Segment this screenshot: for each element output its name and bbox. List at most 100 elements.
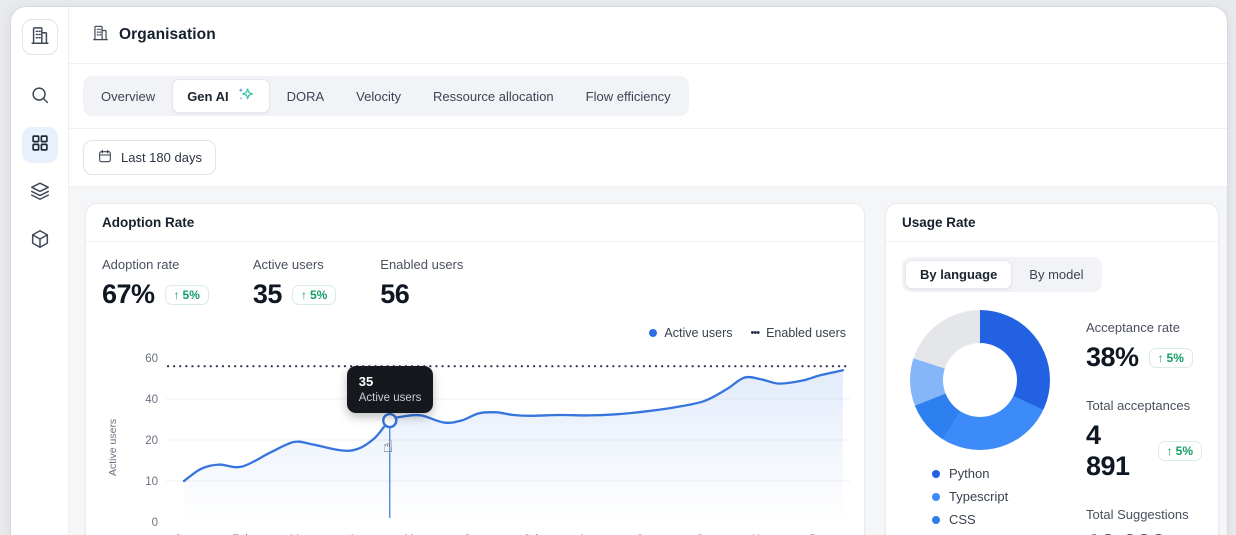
- tab-by-model[interactable]: By model: [1014, 260, 1098, 289]
- metric-value: 56: [380, 279, 410, 309]
- metric-label: Enabled users: [380, 257, 464, 272]
- donut-chart[interactable]: [910, 310, 1050, 450]
- layers-icon: [29, 180, 51, 207]
- usage-tab-group: By language By model: [902, 257, 1102, 292]
- search-icon: [29, 84, 51, 111]
- legend-label: Active users: [664, 326, 733, 340]
- tab-group: Overview Gen AI DORA Velocity Ressource …: [83, 76, 689, 116]
- delta-value: 5%: [182, 287, 200, 302]
- filter-row: Last 180 days: [69, 129, 1227, 187]
- legend-label: Typescript: [949, 489, 1009, 504]
- delta-value: 5%: [309, 287, 328, 302]
- arrow-up-icon: ↑: [300, 287, 307, 302]
- chart-tooltip: 35 Active users: [346, 365, 434, 413]
- delta-value: 5%: [1166, 350, 1184, 365]
- metric-adoption-rate: Adoption rate 67% ↑ 5%: [102, 257, 209, 310]
- metric-label: Acceptance rate: [1086, 320, 1180, 335]
- sidebar-item-dashboard[interactable]: [21, 127, 58, 163]
- tab-label: Velocity: [356, 88, 401, 104]
- svg-text:60: 60: [145, 353, 158, 365]
- sidebar-item-organisation[interactable]: [21, 19, 58, 55]
- tab-ressource-allocation[interactable]: Ressource allocation: [418, 82, 569, 111]
- legend-css[interactable]: CSS: [932, 512, 1070, 527]
- legend-python[interactable]: Python: [932, 466, 1070, 481]
- tooltip-label: Active users: [358, 391, 422, 404]
- metric-total-acceptances: Total acceptances 4 891 ↑ 5%: [1086, 398, 1202, 482]
- page-title: Organisation: [119, 26, 216, 43]
- delta-badge: ↑ 5%: [164, 284, 209, 305]
- metric-value: 4 891: [1086, 420, 1130, 481]
- sidebar-item-packages[interactable]: [22, 223, 58, 259]
- metric-value: 35: [252, 279, 283, 309]
- metric-label: Active users: [252, 257, 324, 272]
- arrow-up-icon: ↑: [1166, 444, 1173, 458]
- app-window: Organisation Overview Gen AI DORA Vel: [10, 6, 1228, 535]
- tab-label: By model: [1029, 267, 1084, 282]
- legend-active-users[interactable]: Active users: [649, 326, 733, 340]
- tooltip-value: 35: [358, 373, 374, 389]
- tab-label: Flow efficiency: [585, 88, 671, 104]
- svg-text:Active users: Active users: [107, 419, 119, 476]
- usage-card-title: Usage Rate: [886, 204, 1218, 242]
- sidebar-item-layers[interactable]: [22, 175, 58, 211]
- tab-label: Gen AI: [187, 88, 229, 104]
- legend-label: Enabled users: [766, 326, 846, 340]
- dot-icon: [932, 469, 940, 478]
- building-icon: [91, 23, 110, 47]
- tab-overview[interactable]: Overview: [86, 82, 170, 111]
- delta-badge: ↑ 5%: [291, 284, 337, 305]
- hand-cursor-icon: ☝: [382, 436, 394, 457]
- metric-label: Total Suggestions: [1086, 507, 1189, 522]
- svg-text:0: 0: [152, 517, 158, 529]
- sparkle-icon: [236, 86, 255, 106]
- dot-icon: [932, 515, 940, 524]
- metric-label: Total acceptances: [1086, 398, 1191, 413]
- tab-dora[interactable]: DORA: [272, 82, 340, 111]
- legend-typescript[interactable]: Typescript: [932, 489, 1070, 504]
- legend-label: Python: [949, 466, 990, 481]
- metric-value: 67%: [102, 279, 155, 309]
- tab-velocity[interactable]: Velocity: [341, 82, 416, 111]
- svg-text:10: 10: [145, 476, 158, 488]
- legend-label: CSS: [949, 512, 976, 527]
- arrow-up-icon: ↑: [1157, 350, 1164, 365]
- adoption-metrics: Adoption rate 67% ↑ 5% Active users 35 ↑ 5…: [102, 257, 848, 310]
- dotted-line-icon: •••: [750, 327, 761, 339]
- metric-acceptance-rate: Acceptance rate 38% ↑ 5%: [1086, 320, 1202, 373]
- date-range-label: Last 180 days: [121, 150, 202, 165]
- dot-icon: [932, 492, 940, 501]
- adoption-rate-card: Adoption Rate Adoption rate 67% ↑ 5% Acti…: [85, 203, 865, 535]
- tab-flow-efficiency[interactable]: Flow efficiency: [571, 82, 686, 111]
- cube-icon: [29, 228, 51, 255]
- main-panel: Organisation Overview Gen AI DORA Vel: [69, 7, 1227, 535]
- date-range-button[interactable]: Last 180 days: [83, 140, 216, 175]
- metric-active-users: Active users 35 ↑ 5%: [252, 257, 337, 310]
- tab-label: DORA: [286, 88, 325, 104]
- metric-total-suggestions: Total Suggestions 12 683: [1086, 507, 1202, 535]
- building-icon: [29, 24, 51, 51]
- grid-icon: [29, 132, 51, 159]
- line-chart-legend: Active users ••• Enabled users: [102, 326, 846, 340]
- legend-enabled-users[interactable]: ••• Enabled users: [751, 326, 846, 340]
- tab-by-language[interactable]: By language: [905, 260, 1013, 289]
- tab-gen-ai[interactable]: Gen AI: [172, 79, 270, 113]
- metric-value: 12 683: [1086, 529, 1166, 535]
- blue-dot-icon: [649, 329, 658, 337]
- svg-text:20: 20: [145, 435, 158, 447]
- tab-label: Ressource allocation: [432, 88, 554, 104]
- adoption-card-title: Adoption Rate: [86, 204, 864, 242]
- donut-legend: Python Typescript CSS Javascript Others: [932, 466, 1070, 535]
- tab-label: Overview: [101, 88, 156, 104]
- usage-rate-card: Usage Rate By language By model Python T…: [885, 203, 1219, 535]
- delta-badge: ↑ 5%: [1148, 347, 1193, 368]
- metric-value: 38%: [1086, 342, 1139, 372]
- sidebar-item-search[interactable]: [22, 79, 58, 115]
- arrow-up-icon: ↑: [173, 287, 180, 302]
- delta-value: 5%: [1175, 444, 1193, 458]
- tabs-row: Overview Gen AI DORA Velocity Ressource …: [69, 64, 1227, 129]
- svg-text:40: 40: [145, 394, 158, 406]
- metric-label: Adoption rate: [102, 257, 180, 272]
- metric-enabled-users: Enabled users 56: [380, 257, 463, 310]
- tab-label: By language: [920, 267, 998, 282]
